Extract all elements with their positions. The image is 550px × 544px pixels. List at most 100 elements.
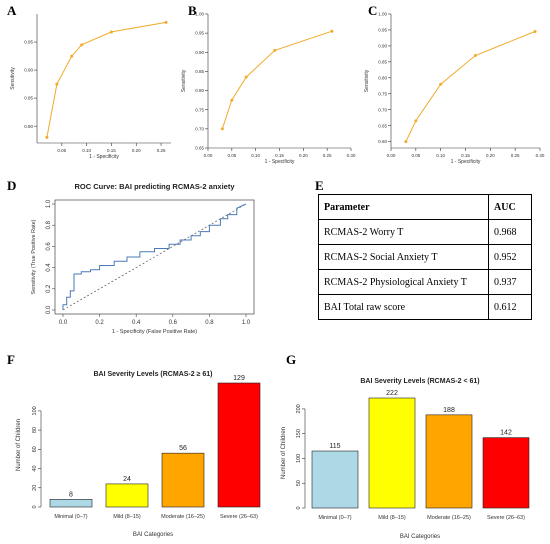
y-axis-title: Sensitivity	[364, 69, 370, 92]
y-tick-label: 0.95	[24, 40, 33, 45]
x-tick-label: 0.05	[411, 153, 420, 158]
bar	[105, 483, 149, 508]
x-tick-label: 0.15	[275, 153, 284, 158]
x-tick-label: 0.10	[82, 148, 91, 153]
bar-value-label: 8	[69, 491, 73, 498]
bar-value-label: 24	[123, 476, 131, 483]
x-tick-label: 0.05	[227, 153, 236, 158]
chart-title: ROC Curve: BAI predicting RCMAS-2 anxiet…	[74, 182, 235, 191]
y-tick-label: 0.2	[46, 284, 52, 293]
x-tick-label: 0.10	[436, 153, 445, 158]
bar	[217, 382, 261, 508]
table-header-auc: AUC	[488, 194, 532, 220]
roc-point	[244, 75, 248, 79]
x-axis-title: 1 - Specificity	[451, 159, 481, 165]
x-tick-label: 1.0	[242, 320, 251, 326]
table-cell-auc: 0.937	[488, 269, 532, 295]
bar	[311, 450, 359, 509]
category-label: Moderate (16–25)	[427, 515, 471, 521]
category-label: Severe (26–63)	[487, 515, 525, 521]
y-tick-label: 0.95	[378, 28, 387, 33]
x-tick-label: 0.00	[387, 153, 396, 158]
y-tick-label: 0.80	[24, 124, 33, 129]
roc-line	[405, 31, 536, 142]
y-tick-label: 0.65	[195, 146, 204, 151]
y-tick-label: 0.80	[195, 88, 204, 93]
x-tick-label: 0.30	[347, 153, 356, 158]
x-axis-title: BAI Categories	[133, 532, 173, 538]
x-tick-label: 0.20	[132, 148, 141, 153]
roc-point	[55, 82, 59, 86]
x-tick-label: 0.15	[461, 153, 470, 158]
y-tick-label: 150	[296, 429, 302, 438]
y-tick-label: 200	[296, 404, 302, 413]
reference-diagonal	[62, 203, 247, 311]
table-header-parameter: Parameter	[318, 194, 489, 220]
x-tick-label: 0.2	[95, 320, 104, 326]
bar-value-label: 129	[233, 375, 245, 382]
y-tick-label: 1.00	[378, 12, 387, 17]
panel-label-c: C	[368, 3, 378, 18]
y-tick-label: 0.85	[378, 59, 387, 64]
panel-label-g: G	[286, 352, 297, 367]
panel-label-d: D	[7, 178, 17, 193]
category-label: Minimal (0–7)	[318, 515, 351, 521]
y-tick-label: 0.75	[378, 91, 387, 96]
x-tick-label: 0.0	[59, 320, 68, 326]
y-tick-label: 0.8	[46, 220, 52, 229]
bar-value-label: 188	[443, 407, 455, 414]
y-tick-label: 0.4	[46, 263, 52, 272]
roc-line	[46, 21, 167, 138]
category-label: Mild (8–15)	[378, 515, 406, 521]
x-axis-title: 1 - Specificity	[265, 159, 295, 165]
x-tick-label: 0.15	[107, 148, 116, 153]
x-tick-label: 0.10	[251, 153, 260, 158]
table-row: RCMAS-2 Physiological Anxiety T 0.937	[318, 269, 532, 295]
x-tick-label: 0.4	[132, 320, 141, 326]
roc-point	[414, 119, 418, 123]
table-cell-parameter: BAI Total raw score	[318, 294, 489, 320]
x-tick-label: 0.25	[323, 153, 332, 158]
y-tick-label: 0.70	[378, 107, 387, 112]
roc-point	[439, 82, 443, 86]
y-tick-label: 0.60	[378, 139, 387, 144]
x-axis-title: BAI Categories	[400, 534, 440, 540]
panel-label-e: E	[315, 178, 324, 193]
roc-point	[473, 53, 477, 57]
table-cell-auc: 0.968	[488, 219, 532, 245]
roc-point	[533, 30, 537, 34]
bar	[161, 452, 205, 508]
table-cell-auc: 0.952	[488, 244, 532, 270]
y-axis-title: Number of Children	[281, 427, 287, 479]
table-row: BAI Total raw score 0.612	[318, 294, 532, 320]
roc-point	[330, 29, 334, 33]
y-tick-label: 40	[32, 465, 38, 471]
roc-line	[221, 30, 333, 130]
y-tick-label: 0.80	[378, 75, 387, 80]
y-tick-label: 100	[32, 406, 38, 415]
bar-value-label: 142	[500, 430, 512, 437]
y-axis-title: Sensitivity	[181, 69, 187, 92]
y-tick-label: 0.65	[378, 123, 387, 128]
table-header-row: Parameter AUC	[318, 194, 532, 220]
y-tick-label: 0.70	[195, 126, 204, 131]
y-axis-title: Sensitivity (True Positive Rate)	[31, 219, 37, 294]
roc-point	[220, 127, 224, 131]
y-tick-label: 0.95	[195, 31, 204, 36]
y-tick-label: 0.6	[46, 242, 52, 251]
bar	[368, 397, 416, 509]
y-tick-label: 1.00	[195, 12, 204, 17]
roc-curve	[62, 203, 247, 310]
x-tick-label: 0.30	[536, 153, 545, 158]
roc-point	[164, 20, 168, 24]
table-row: RCMAS-2 Social Anxiety T 0.952	[318, 244, 532, 270]
y-tick-label: 0.85	[195, 69, 204, 74]
table-cell-parameter: RCMAS-2 Social Anxiety T	[318, 244, 489, 270]
y-tick-label: 60	[32, 446, 38, 452]
roc-point	[80, 43, 84, 47]
y-tick-label: 0	[32, 505, 38, 508]
category-label: Severe (26–63)	[220, 514, 258, 520]
bar-value-label: 115	[329, 443, 340, 450]
y-tick-label: 100	[296, 454, 302, 463]
